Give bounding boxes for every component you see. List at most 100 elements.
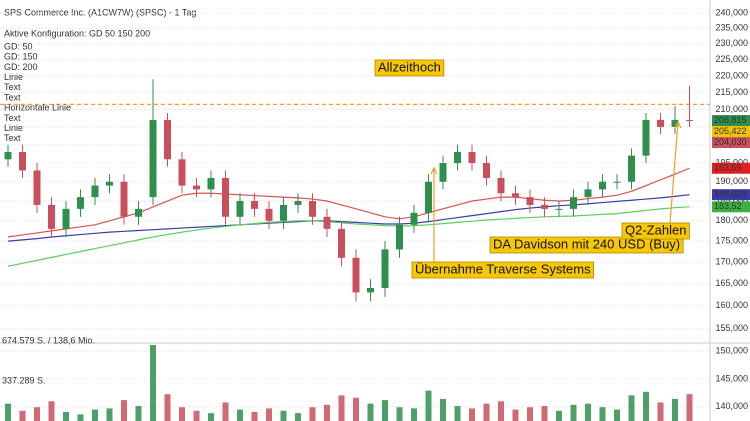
candle-body (555, 208, 563, 210)
volume-bar (164, 394, 171, 421)
price-label: 183,52 (714, 201, 742, 211)
volume-bar (367, 403, 374, 421)
price-label: 206,815 (714, 115, 747, 125)
candle-body (193, 185, 200, 190)
volume-bar (121, 400, 127, 421)
y-tick-label: 165,000 (715, 278, 748, 288)
price-label-box (712, 115, 750, 127)
candle-body (338, 228, 345, 258)
volume-bar (512, 409, 519, 421)
candle-body (33, 170, 41, 205)
price-label-box (712, 189, 750, 201)
candle-body (425, 181, 432, 213)
y-tick-label: 220,000 (715, 70, 748, 80)
candle-body (367, 287, 374, 293)
candle-body (178, 159, 186, 186)
volume-bar (614, 409, 620, 421)
y-tick-label: 170,000 (715, 256, 748, 266)
price-label-box (712, 137, 750, 149)
volume-bar (5, 403, 11, 421)
candle-body (599, 181, 606, 190)
volume-bar (193, 410, 200, 421)
volume-bar (440, 398, 446, 421)
candle-body (135, 208, 142, 217)
volume-bar (251, 411, 258, 421)
candle-body (512, 193, 519, 198)
candle-body (48, 204, 55, 229)
volume-bar (382, 400, 388, 421)
legend-item: Horizontale Linie (4, 103, 71, 113)
volume-bar (324, 404, 330, 421)
legend-item: Text (4, 113, 21, 123)
price-label: 193,59 (714, 163, 742, 173)
y-tick-label: 180,000 (715, 215, 748, 225)
candle-body (526, 197, 534, 205)
volume-tick-label: 674.579 S. / 138,6 Mio. (2, 335, 95, 345)
candle-body (106, 181, 113, 186)
volume-tick-label: 337.289 S. (2, 375, 46, 385)
legend-item: Linie (4, 72, 23, 82)
annotation: Allzeithoch (378, 59, 441, 74)
volume-bar (527, 407, 533, 421)
candle-body (91, 185, 99, 198)
candle-body (642, 119, 650, 156)
annotation-box (411, 261, 594, 279)
y-tick-label: 215,000 (715, 87, 748, 97)
y2-tick-label: 140,000 (715, 401, 748, 411)
candle-body (280, 204, 287, 221)
legend-item: GD: 50 (4, 41, 33, 51)
volume-bar (556, 410, 562, 421)
y-tick-label: 160,000 (715, 300, 748, 310)
volume-bar (498, 401, 504, 421)
candle-body (381, 249, 389, 288)
volume-bar (295, 413, 301, 421)
candle-body (468, 151, 476, 164)
candle-body (584, 189, 592, 198)
annotation: DA Davidson mit 240 USD (Buy) (493, 236, 680, 251)
candle-body (671, 119, 679, 127)
legend-item: Text (4, 92, 21, 102)
candle-body (541, 204, 548, 209)
candle-body (410, 212, 418, 225)
volume-bar (237, 409, 243, 421)
volume-bar (77, 414, 84, 421)
candle-body (686, 119, 693, 121)
volume-bar (541, 406, 548, 421)
legend-item: GD: 200 (4, 62, 38, 72)
volume-bar (106, 408, 113, 421)
candle-body (120, 181, 128, 217)
y-tick-label: 230,000 (715, 38, 748, 48)
candle-body (483, 163, 490, 178)
candle-body (657, 119, 664, 127)
candle-body (251, 201, 258, 209)
candle-body (265, 208, 273, 221)
volume-bar (411, 408, 417, 421)
legend-item: Text (4, 82, 21, 92)
volume-bar (425, 390, 432, 421)
volume-bar (179, 407, 185, 421)
volume-bar (570, 404, 577, 421)
legend-item: Linie (4, 123, 23, 133)
volume-bar (686, 394, 693, 421)
candle-body (236, 201, 244, 217)
ma-line (7, 194, 690, 242)
y-tick-label: 195,000 (715, 157, 748, 167)
candle-body (62, 208, 70, 229)
volume-bar (222, 402, 229, 421)
volume-bar (92, 409, 98, 421)
volume-bar (63, 411, 69, 421)
annotation: Q2-Zahlen (625, 222, 686, 237)
volume-bar (628, 395, 635, 421)
volume-bar (280, 410, 287, 421)
annotation: Übernahme Traverse Systems (415, 261, 591, 276)
candle-body (19, 151, 26, 171)
candle-body (77, 197, 84, 209)
volume-bar (599, 407, 606, 421)
volume-bar (34, 407, 40, 421)
volume-bar (396, 407, 403, 421)
volume-bar (135, 406, 142, 421)
volume-bar (353, 397, 359, 421)
price-label-box (712, 201, 750, 213)
price-label: 186,628 (714, 189, 747, 199)
price-label-box (712, 162, 750, 174)
